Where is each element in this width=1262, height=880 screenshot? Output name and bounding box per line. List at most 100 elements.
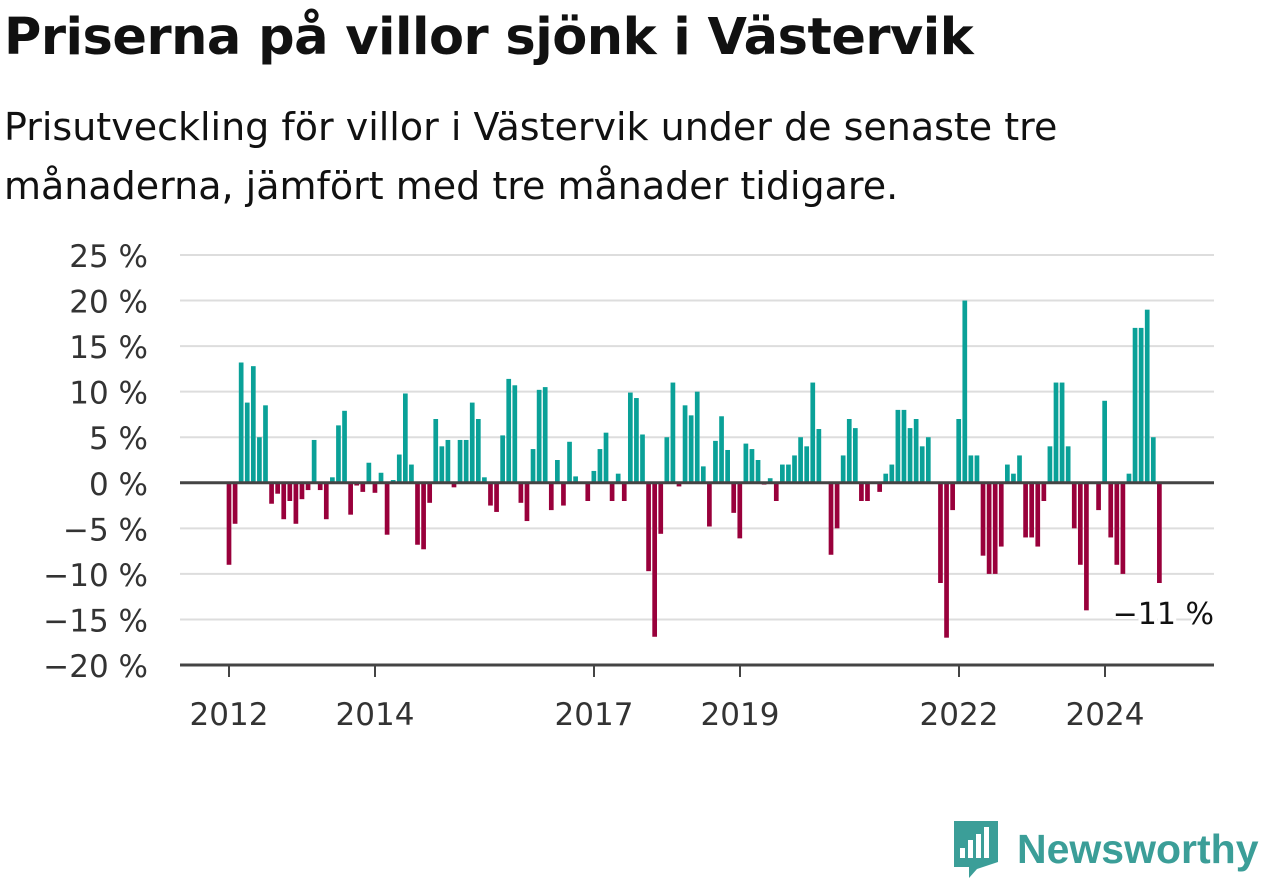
bar: [1138, 327, 1144, 483]
bar: [804, 446, 810, 483]
bar: [962, 300, 968, 483]
bar: [257, 437, 262, 483]
bar: [944, 482, 949, 638]
bar: [451, 482, 457, 488]
y-tick-label: 0 %: [89, 467, 148, 503]
bar: [810, 382, 816, 483]
bar: [591, 470, 597, 483]
bar: [573, 476, 578, 483]
newsworthy-brand: Newsworthy: [951, 818, 1259, 880]
bar: [676, 482, 682, 487]
bar: [992, 482, 998, 574]
bar: [603, 432, 609, 483]
y-tick-label: 25 %: [69, 239, 148, 275]
bar: [469, 402, 475, 483]
bar: [956, 419, 962, 483]
bar: [293, 482, 299, 524]
bar: [238, 362, 244, 483]
bar: [1132, 327, 1138, 483]
bar: [506, 378, 512, 483]
bar: [852, 428, 858, 483]
bar: [427, 482, 433, 503]
bar: [798, 437, 803, 483]
bar: [725, 449, 730, 483]
bar: [597, 449, 603, 483]
bar: [998, 482, 1004, 547]
bar: [403, 393, 408, 483]
bar: [1041, 482, 1047, 501]
bar: [652, 482, 658, 637]
bar: [846, 419, 852, 483]
bar: [305, 482, 311, 491]
bar: [561, 482, 566, 506]
y-tick-label: −20 %: [43, 649, 148, 685]
bar: [323, 482, 329, 520]
bar: [250, 366, 256, 483]
bar: [627, 392, 633, 483]
bar: [609, 482, 615, 501]
bar: [877, 482, 883, 492]
bar: [938, 482, 943, 583]
bar: [749, 449, 755, 483]
bar: [512, 385, 518, 483]
bar: [567, 441, 572, 483]
bar: [1126, 473, 1132, 483]
bar: [1102, 400, 1107, 483]
bar: [773, 482, 779, 501]
bar: [974, 455, 980, 483]
bar: [901, 409, 907, 483]
bar: [737, 482, 743, 539]
bar: [731, 482, 737, 513]
bar: [287, 482, 293, 501]
bar: [682, 405, 688, 483]
bar: [895, 409, 901, 483]
chart-title: Priserna på villor sjönk i Västervik: [4, 8, 974, 67]
bar: [1096, 482, 1101, 511]
bar: [378, 472, 384, 483]
bar: [907, 428, 913, 483]
x-tick-label: 2022: [920, 697, 999, 733]
bar: [457, 439, 463, 483]
bar: [1114, 482, 1120, 565]
bar: [1011, 473, 1016, 483]
bar: [1035, 482, 1041, 547]
y-tick-label: −10 %: [43, 558, 148, 594]
bar: [500, 435, 505, 483]
bar: [269, 482, 274, 504]
bar: [1017, 455, 1022, 483]
chart-subtitle: Prisutveckling för villor i Västervik un…: [4, 105, 1058, 208]
bar: [743, 443, 749, 483]
bar: [700, 466, 706, 483]
bar: [396, 454, 402, 483]
bar: [317, 482, 323, 491]
brand-name: Newsworthy: [1017, 825, 1259, 872]
bar: [1065, 446, 1071, 483]
bar: [555, 460, 560, 483]
bar: [275, 482, 280, 494]
bar: [244, 402, 250, 483]
bar: [494, 482, 499, 512]
bar: [1120, 482, 1126, 574]
bar: [530, 449, 536, 483]
x-tick-label: 2017: [555, 697, 634, 733]
bar: [548, 482, 554, 511]
bar: [634, 398, 639, 483]
bar: [840, 455, 846, 483]
bar: [670, 382, 676, 483]
bar: [786, 464, 791, 483]
bar: [816, 429, 822, 483]
newsworthy-logo-icon: [954, 821, 998, 878]
bar: [330, 477, 335, 483]
bar: [585, 482, 591, 501]
bar: [713, 440, 718, 483]
bar: [336, 425, 341, 483]
bar: [1029, 482, 1035, 538]
bar: [1053, 382, 1059, 483]
bar: [834, 482, 840, 529]
y-tick-label: 15 %: [69, 330, 148, 366]
bar: [263, 405, 268, 483]
bar: [707, 482, 712, 527]
bar: [767, 478, 773, 483]
bar: [792, 455, 797, 483]
